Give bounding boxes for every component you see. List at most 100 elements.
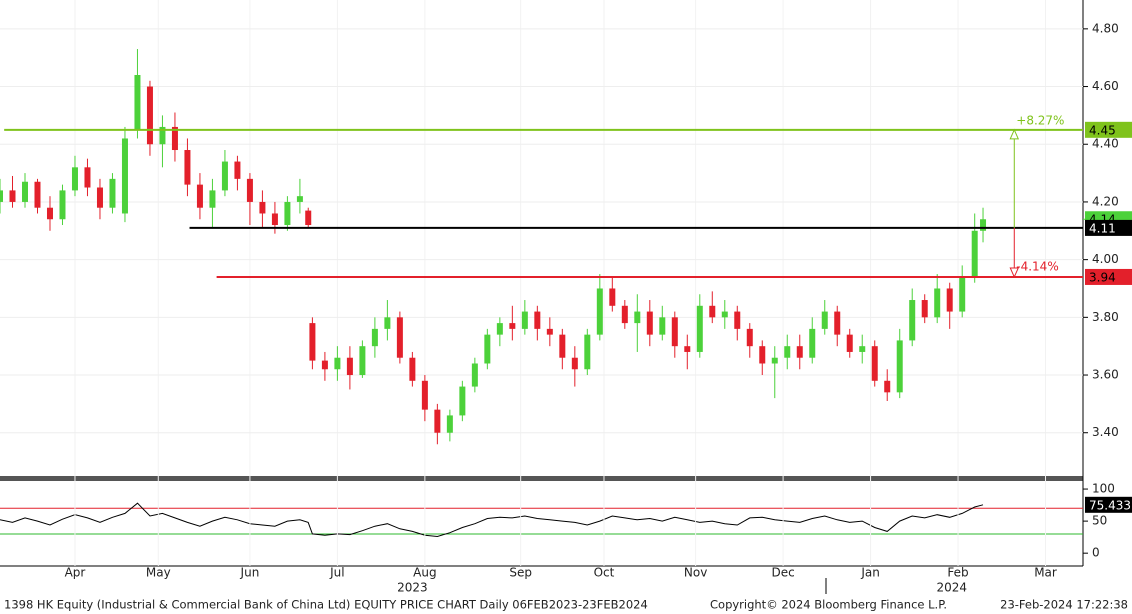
rsi-line [0, 502, 984, 538]
x-tick-label: Jul [329, 566, 344, 580]
candle-body [284, 201, 291, 226]
candle-body [384, 317, 391, 329]
level-label-box [1085, 121, 1132, 138]
y-tick-label: 4.00 [1092, 252, 1119, 266]
candle-body [246, 178, 253, 202]
candle-body [209, 190, 216, 208]
candle-body [809, 328, 816, 358]
candle-body [609, 288, 616, 306]
candle-body [321, 360, 328, 370]
candle-body [896, 340, 903, 393]
candle-body [309, 323, 316, 361]
candle-body [546, 328, 553, 335]
y-tick-label: 3.40 [1092, 425, 1119, 439]
candle-body [559, 334, 566, 358]
candle-body [709, 305, 716, 318]
panel-separator [0, 476, 1083, 481]
candle-body [396, 317, 403, 358]
candle-body [646, 311, 653, 335]
candle-body [746, 328, 753, 347]
y-tick-label: 4.80 [1092, 21, 1119, 35]
candle-body [484, 334, 491, 364]
candle-body [684, 346, 691, 352]
candle-body [0, 190, 3, 202]
candle-body [884, 380, 891, 393]
candle-body [459, 386, 466, 416]
candle-body [980, 219, 987, 231]
y-tick-label: 3.80 [1092, 310, 1119, 324]
candle-body [496, 323, 503, 335]
level-label: 4.11 [1089, 221, 1116, 235]
candle-body [521, 311, 528, 329]
arrow-head [1009, 128, 1020, 140]
candle-body [584, 334, 591, 370]
candle-body [721, 311, 728, 318]
y-tick-label: 3.60 [1092, 368, 1119, 382]
x-tick-label: Dec [771, 566, 794, 580]
candle-body [971, 230, 978, 277]
candle-body [734, 311, 741, 329]
candle-body [34, 181, 41, 208]
annotation-label: +8.27% [1016, 113, 1064, 127]
year-label: 2024 [937, 581, 968, 595]
x-tick-label: Sep [509, 566, 532, 580]
candle-body [771, 357, 778, 364]
candle-body [634, 311, 641, 324]
candle-body [959, 276, 966, 312]
candle-body [871, 346, 878, 381]
candle-body [621, 305, 628, 324]
candle-body [271, 213, 278, 226]
candle-body [9, 190, 16, 202]
candle-body [596, 288, 603, 335]
candle-body [534, 311, 541, 329]
candle-body [671, 317, 678, 347]
candle-body [846, 334, 853, 352]
candle-body [59, 190, 66, 220]
x-tick-label: Jun [240, 566, 260, 580]
candle-body [296, 196, 303, 202]
candle-body [159, 126, 166, 145]
candle-body [71, 167, 78, 191]
annotation-label: -4.14% [1016, 259, 1058, 273]
footer-right: 23-Feb-2024 17:22:38 [1000, 598, 1128, 612]
x-tick-label: Mar [1034, 566, 1057, 580]
x-tick-label: May [146, 566, 171, 580]
candle-body [46, 207, 53, 220]
y-tick-label: 50 [1092, 514, 1107, 528]
level-label-box [1085, 268, 1132, 285]
level-label: 3.94 [1089, 270, 1116, 284]
candle-body [134, 75, 141, 130]
x-tick-label: Aug [413, 566, 436, 580]
candle-body [659, 317, 666, 335]
year-label: 2023 [397, 581, 428, 595]
candle-body [109, 178, 116, 208]
candle-body [196, 184, 203, 208]
candle-body [84, 167, 91, 188]
candle-body [784, 346, 791, 358]
candle-body [259, 201, 266, 214]
candle-body [696, 305, 703, 352]
y-tick-label: 4.40 [1092, 137, 1119, 151]
x-tick-label: Jan [860, 566, 880, 580]
candle-body [305, 210, 312, 226]
rsi-last-label: 75.433 [1089, 498, 1131, 512]
candle-body [934, 288, 941, 318]
candle-body [434, 409, 441, 433]
arrow-head [1009, 267, 1020, 279]
y-tick-label: 0 [1092, 546, 1100, 560]
candle-body [96, 187, 103, 208]
footer-center: Copyright© 2024 Bloomberg Finance L.P. [710, 598, 947, 612]
candle-body [146, 86, 153, 145]
y-tick-label: 4.20 [1092, 194, 1119, 208]
candle-body [359, 346, 366, 376]
x-tick-label: Apr [65, 566, 86, 580]
candle-body [571, 357, 578, 370]
x-tick-label: Nov [684, 566, 707, 580]
candle-body [909, 300, 916, 341]
candle-body [184, 150, 191, 185]
candle-body [759, 346, 766, 364]
candle-body [234, 161, 241, 179]
candle-body [796, 346, 803, 358]
candle-body [171, 126, 178, 151]
